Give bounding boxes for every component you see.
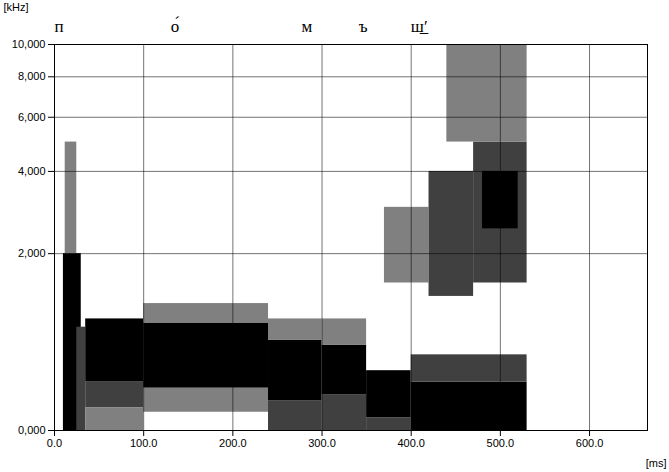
svg-text:200.0: 200.0 [219,437,247,449]
svg-text:п: п [54,17,63,36]
svg-text:6,000: 6,000 [18,111,46,123]
svg-text:ъ: ъ [359,17,368,36]
svg-text:[kHz]: [kHz] [4,1,29,13]
svg-text:300.0: 300.0 [308,437,336,449]
svg-text:2,000: 2,000 [18,247,46,259]
svg-text:0,000: 0,000 [18,424,46,436]
svg-text:[ms]: [ms] [646,457,667,469]
svg-text:о́: о́ [171,16,180,36]
svg-text:100.0: 100.0 [130,437,158,449]
svg-text:600.0: 600.0 [576,437,604,449]
svg-text:8,000: 8,000 [18,70,46,82]
svg-text:м: м [301,17,312,36]
svg-text:0.0: 0.0 [47,437,62,449]
svg-text:4,000: 4,000 [18,165,46,177]
svg-text:10,000: 10,000 [12,38,46,50]
svg-text:400.0: 400.0 [397,437,425,449]
svg-text:ш̲′: ш̲′ [411,17,429,36]
svg-text:500.0: 500.0 [487,437,515,449]
